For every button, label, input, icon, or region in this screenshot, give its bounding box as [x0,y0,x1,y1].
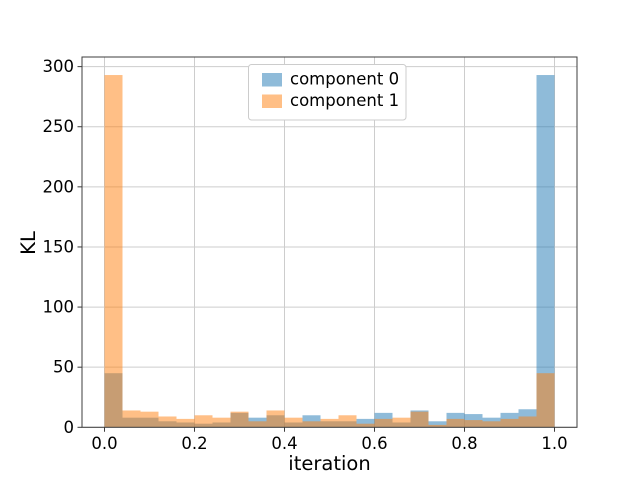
histogram-bar [212,417,231,428]
y-tick-label: 150 [43,237,75,256]
x-tick-label: 0.6 [361,434,387,453]
histogram-bar [338,415,357,428]
legend-blue-swatch [262,73,282,87]
histogram-bar [122,410,141,428]
histogram-bar [536,373,555,428]
y-tick-label: 300 [43,57,75,76]
histogram-bar [374,418,393,428]
histogram-bar [176,418,195,428]
histogram-bar [356,418,375,428]
x-tick-label: 0.4 [271,434,297,453]
histogram-bar [266,410,285,428]
histogram-bar [536,75,555,428]
bars-layer [104,75,555,428]
legend-orange-swatch [262,94,282,108]
x-tick-label: 0.8 [451,434,477,453]
histogram-bar [410,411,429,428]
histogram-bar [230,411,249,428]
histogram-bar [320,418,339,428]
legend-box [248,64,407,121]
y-tick-label: 50 [53,358,74,377]
histogram-bar [500,418,519,428]
legend-label-component-0: component 0 [290,70,399,89]
histogram-bar [194,415,213,428]
x-tick-label: 0.2 [181,434,207,453]
histogram-bar [284,417,303,428]
y-tick-label: 250 [43,117,75,136]
x-tick-label: 1.0 [541,434,567,453]
legend: component 0 component 1 [248,64,407,121]
tick-labels-layer: 0.0 0.2 0.4 0.6 0.8 1.0 0 50 100 150 200 250 300 [43,57,568,453]
histogram-bar [356,423,375,428]
legend-label-component-1: component 1 [290,91,399,110]
histogram-bar [158,416,177,428]
histogram-bar [446,418,465,428]
y-tick-label: 100 [43,298,75,317]
x-axis-label: iteration [288,452,370,475]
histogram-bar [140,411,159,428]
histogram-bar [464,420,483,428]
plot-border [81,56,578,428]
histogram-bar [428,424,447,428]
ticks-layer [77,66,555,432]
y-axis-label: KL [17,231,40,255]
x-tick-label: 0.0 [91,434,117,453]
y-tick-label: 0 [64,418,75,437]
histogram-bar [518,416,537,428]
histogram-bar [248,421,267,428]
histogram-bar [104,75,123,428]
histogram-bar [428,421,447,428]
histogram-bar [482,421,501,428]
histogram-bar [392,417,411,428]
histogram-bar [302,421,321,428]
y-tick-label: 200 [43,177,75,196]
